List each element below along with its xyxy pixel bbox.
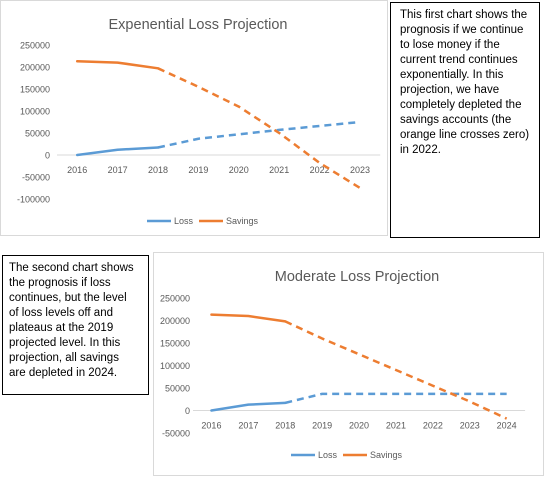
y-tick-label: 0	[45, 151, 50, 161]
note-line: plateaus at the 2019	[9, 322, 114, 334]
chart-moderate-loss: Moderate Loss Projection 250000 200000 1500…	[153, 252, 544, 476]
note-line: current trend continues	[400, 54, 518, 66]
legend-label-savings: Savings	[370, 450, 403, 460]
y-tick-label: -100000	[17, 195, 50, 205]
series-line-actual-loss	[75, 146, 160, 157]
note-line: prognosis if we continue	[400, 24, 524, 36]
x-tick-label: 2019	[188, 165, 208, 175]
note-line: in 2022.	[400, 144, 441, 156]
y-tick-label: 100000	[20, 107, 50, 117]
x-tick-label: 2022	[423, 421, 443, 431]
series-line-projection-savings	[157, 67, 361, 190]
y-tick-label: 0	[185, 406, 190, 416]
y-tick-label: 250000	[20, 41, 50, 51]
legend-label-loss: Loss	[318, 450, 338, 460]
note-line: to lose money if the	[400, 39, 500, 51]
x-tick-label: 2021	[269, 165, 289, 175]
note-line: exponentially. In this	[400, 69, 504, 81]
note-line: The second chart shows	[9, 262, 134, 274]
note-line: orange line crosses zero)	[400, 129, 530, 141]
y-tick-label: -50000	[22, 173, 50, 183]
note-line: of loss levels off and	[9, 307, 113, 319]
x-tick-label: 2016	[67, 165, 87, 175]
chart-exponential-svg: Expenential Loss Projection 250000 200000 1…	[17, 17, 381, 226]
x-tick-label: 2020	[349, 421, 369, 431]
note-line: continues, but the level	[9, 292, 127, 304]
note-line: projection, all savings	[9, 352, 119, 364]
x-tick-label: 2023	[350, 165, 370, 175]
note-line: completely depleted the	[400, 99, 522, 111]
chart-moderate-svg: Moderate Loss Projection 250000 200000 1500…	[160, 269, 526, 460]
x-tick-label: 2024	[497, 421, 517, 431]
note-moderate: The second chart shows the prognosis if …	[2, 255, 149, 395]
y-tick-label: 50000	[25, 129, 50, 139]
y-tick-label: 200000	[160, 316, 190, 326]
y-tick-label: 100000	[160, 361, 190, 371]
note-line: projection, we have	[400, 84, 500, 96]
note-exponential: This first chart shows the prognosis if …	[390, 2, 540, 238]
x-tick-label: 2023	[460, 421, 480, 431]
chart-exponential-loss: Expenential Loss Projection 250000 200000 1…	[0, 0, 388, 236]
note-line: This first chart shows the	[400, 9, 528, 21]
y-tick-label: 200000	[20, 63, 50, 73]
note-line: are depleted in 2024.	[9, 367, 118, 379]
x-tick-label: 2016	[201, 421, 221, 431]
x-tick-label: 2018	[275, 421, 295, 431]
series-line-actual-savings	[210, 313, 287, 323]
series-line-actual-savings	[75, 60, 160, 70]
note-line: projected level. In this	[9, 337, 121, 349]
x-tick-label: 2020	[229, 165, 249, 175]
series-line-projection-loss	[157, 120, 361, 149]
series-line-projection-savings	[284, 320, 508, 420]
x-tick-label: 2022	[310, 165, 330, 175]
x-tick-label: 2019	[312, 421, 332, 431]
x-tick-label: 2021	[386, 421, 406, 431]
y-tick-label: 150000	[160, 339, 190, 349]
y-tick-label: 250000	[160, 294, 190, 304]
y-tick-label: -50000	[162, 429, 190, 439]
chart-title: Expenential Loss Projection	[109, 17, 288, 33]
note-line: savings accounts (the	[400, 114, 512, 126]
y-tick-label: 50000	[165, 384, 190, 394]
x-tick-label: 2018	[148, 165, 168, 175]
chart-title: Moderate Loss Projection	[275, 269, 439, 285]
x-tick-label: 2017	[238, 421, 258, 431]
series-line-projection-loss	[284, 392, 507, 405]
legend-label-loss: Loss	[174, 216, 194, 226]
series-line-actual-loss	[210, 401, 287, 412]
x-tick-label: 2017	[108, 165, 128, 175]
legend-label-savings: Savings	[226, 216, 259, 226]
note-line: the prognosis if loss	[9, 277, 111, 289]
y-tick-label: 150000	[20, 85, 50, 95]
